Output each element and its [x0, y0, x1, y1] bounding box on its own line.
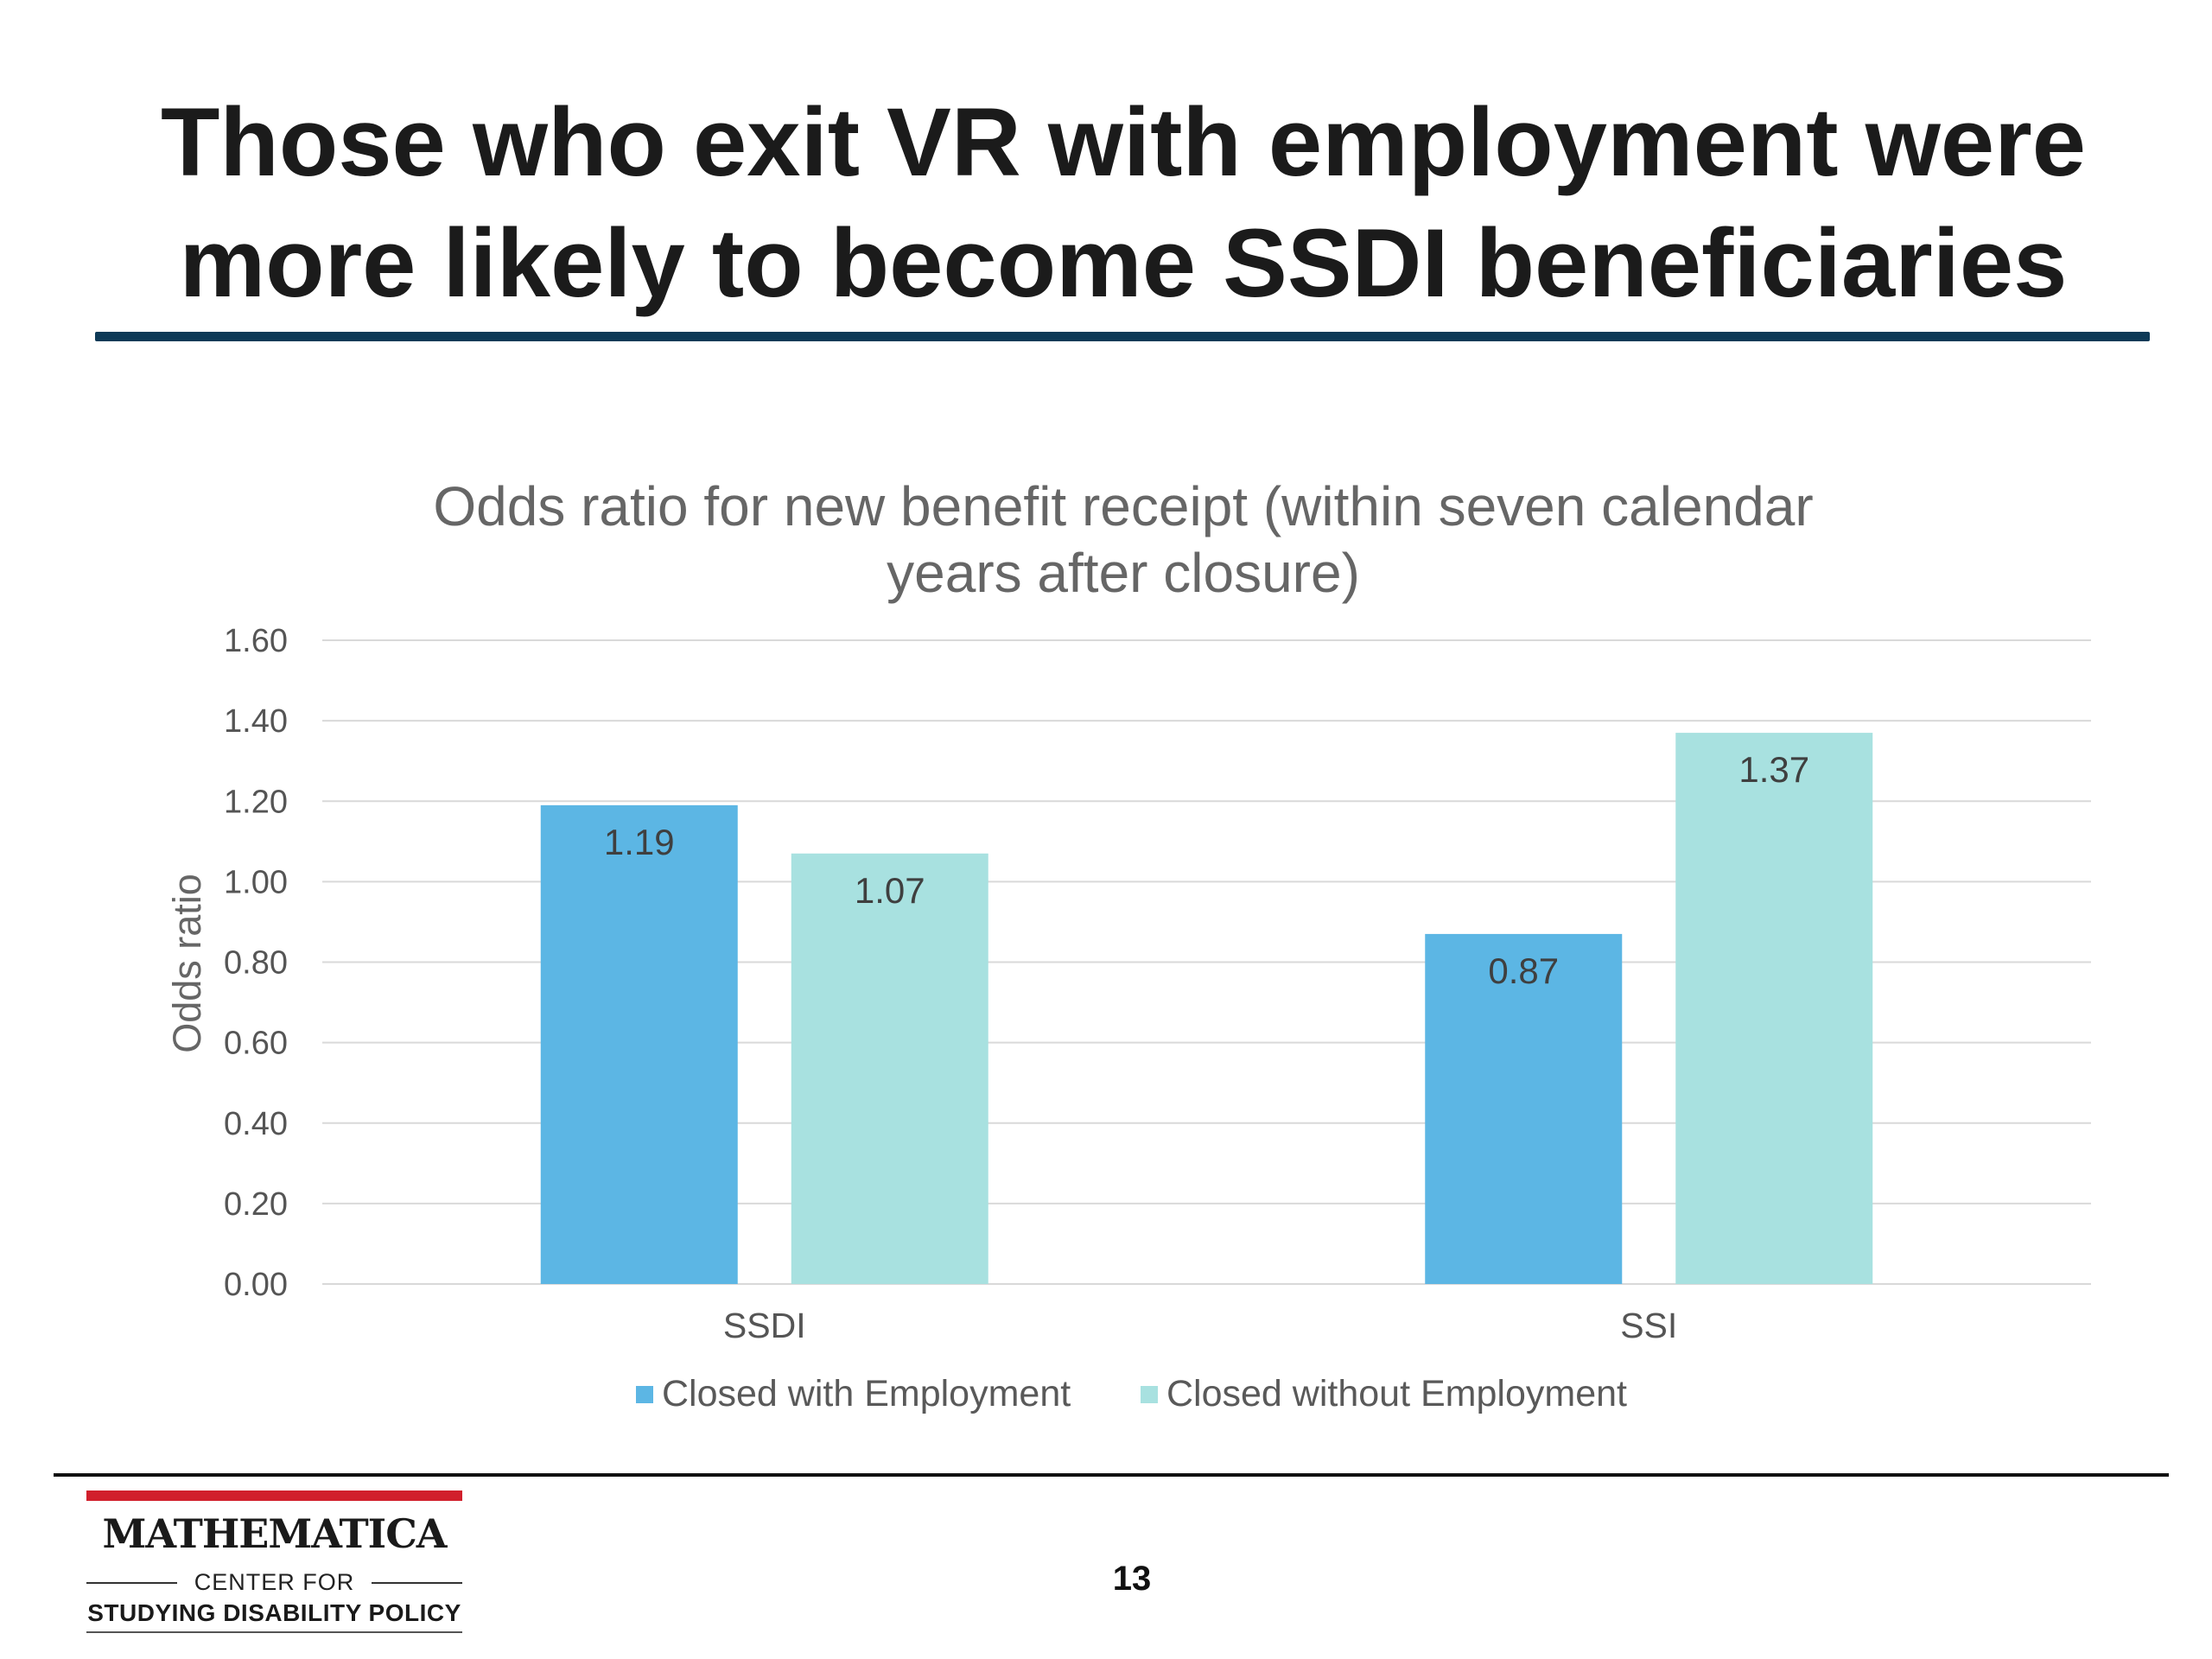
- logo-rule-right: [372, 1582, 462, 1584]
- bar: [1675, 733, 1873, 1284]
- chart-title-line-2: years after closure): [887, 542, 1360, 604]
- bar: [791, 853, 988, 1284]
- slide-title-line-1: Those who exit VR with employment were: [161, 88, 2086, 196]
- mathematica-logo: MATHEMATICA CENTER FOR STUDYING DISABILI…: [86, 1491, 462, 1633]
- y-tick-label: 0.80: [224, 945, 288, 982]
- x-axis-categories: SSDI SSI: [723, 1306, 1677, 1345]
- y-tick-label: 0.00: [224, 1267, 288, 1303]
- y-axis-title: Odds ratio: [165, 874, 209, 1053]
- legend-label: Closed with Employment: [662, 1373, 1071, 1414]
- footer-divider: [54, 1473, 2169, 1477]
- x-category-label: SSI: [1620, 1306, 1677, 1345]
- logo-name: MATHEMATICA: [102, 1510, 448, 1557]
- legend-swatch: [1141, 1386, 1158, 1403]
- logo-center-row: CENTER FOR: [86, 1567, 462, 1598]
- logo-center-for: CENTER FOR: [194, 1569, 355, 1595]
- logo-rule-left: [86, 1582, 177, 1584]
- bar-value-label: 1.07: [855, 870, 925, 911]
- y-tick-label: 1.60: [224, 623, 288, 659]
- legend: Closed with Employment Closed without Emp…: [636, 1373, 1627, 1414]
- chart-title-line-1: Odds ratio for new benefit receipt (with…: [433, 475, 1813, 537]
- y-tick-label: 1.40: [224, 703, 288, 740]
- legend-swatch: [636, 1386, 653, 1403]
- x-category-label: SSDI: [723, 1306, 806, 1345]
- y-tick-label: 1.20: [224, 784, 288, 820]
- slide-title: Those who exit VR with employment were m…: [95, 82, 2152, 324]
- legend-label: Closed without Employment: [1166, 1373, 1627, 1414]
- bar-value-label: 0.87: [1488, 950, 1559, 991]
- logo-accent-bar: [86, 1491, 462, 1501]
- logo-subtitle: STUDYING DISABILITY POLICY: [87, 1599, 461, 1626]
- bars: 1.19 1.07 0.87 1.37: [540, 733, 1873, 1284]
- y-tick-label: 0.60: [224, 1026, 288, 1062]
- y-axis-ticks: 0.00 0.20 0.40 0.60 0.80 1.00 1.20 1.40 1.60: [224, 623, 288, 1303]
- page-number: 13: [1112, 1560, 1152, 1598]
- bar: [1425, 933, 1623, 1284]
- bar-chart: Odds ratio for new benefit receipt (with…: [165, 475, 2091, 1414]
- title-underline: [95, 332, 2150, 341]
- y-tick-label: 0.40: [224, 1106, 288, 1142]
- y-tick-label: 0.20: [224, 1186, 288, 1223]
- y-tick-label: 1.00: [224, 864, 288, 900]
- logo-bottom-rule: [86, 1631, 462, 1633]
- slide-title-line-2: more likely to become SSDI beneficiaries: [179, 209, 2068, 317]
- bar-value-label: 1.19: [604, 822, 675, 862]
- bar: [540, 804, 738, 1284]
- bar-value-label: 1.37: [1738, 749, 1809, 790]
